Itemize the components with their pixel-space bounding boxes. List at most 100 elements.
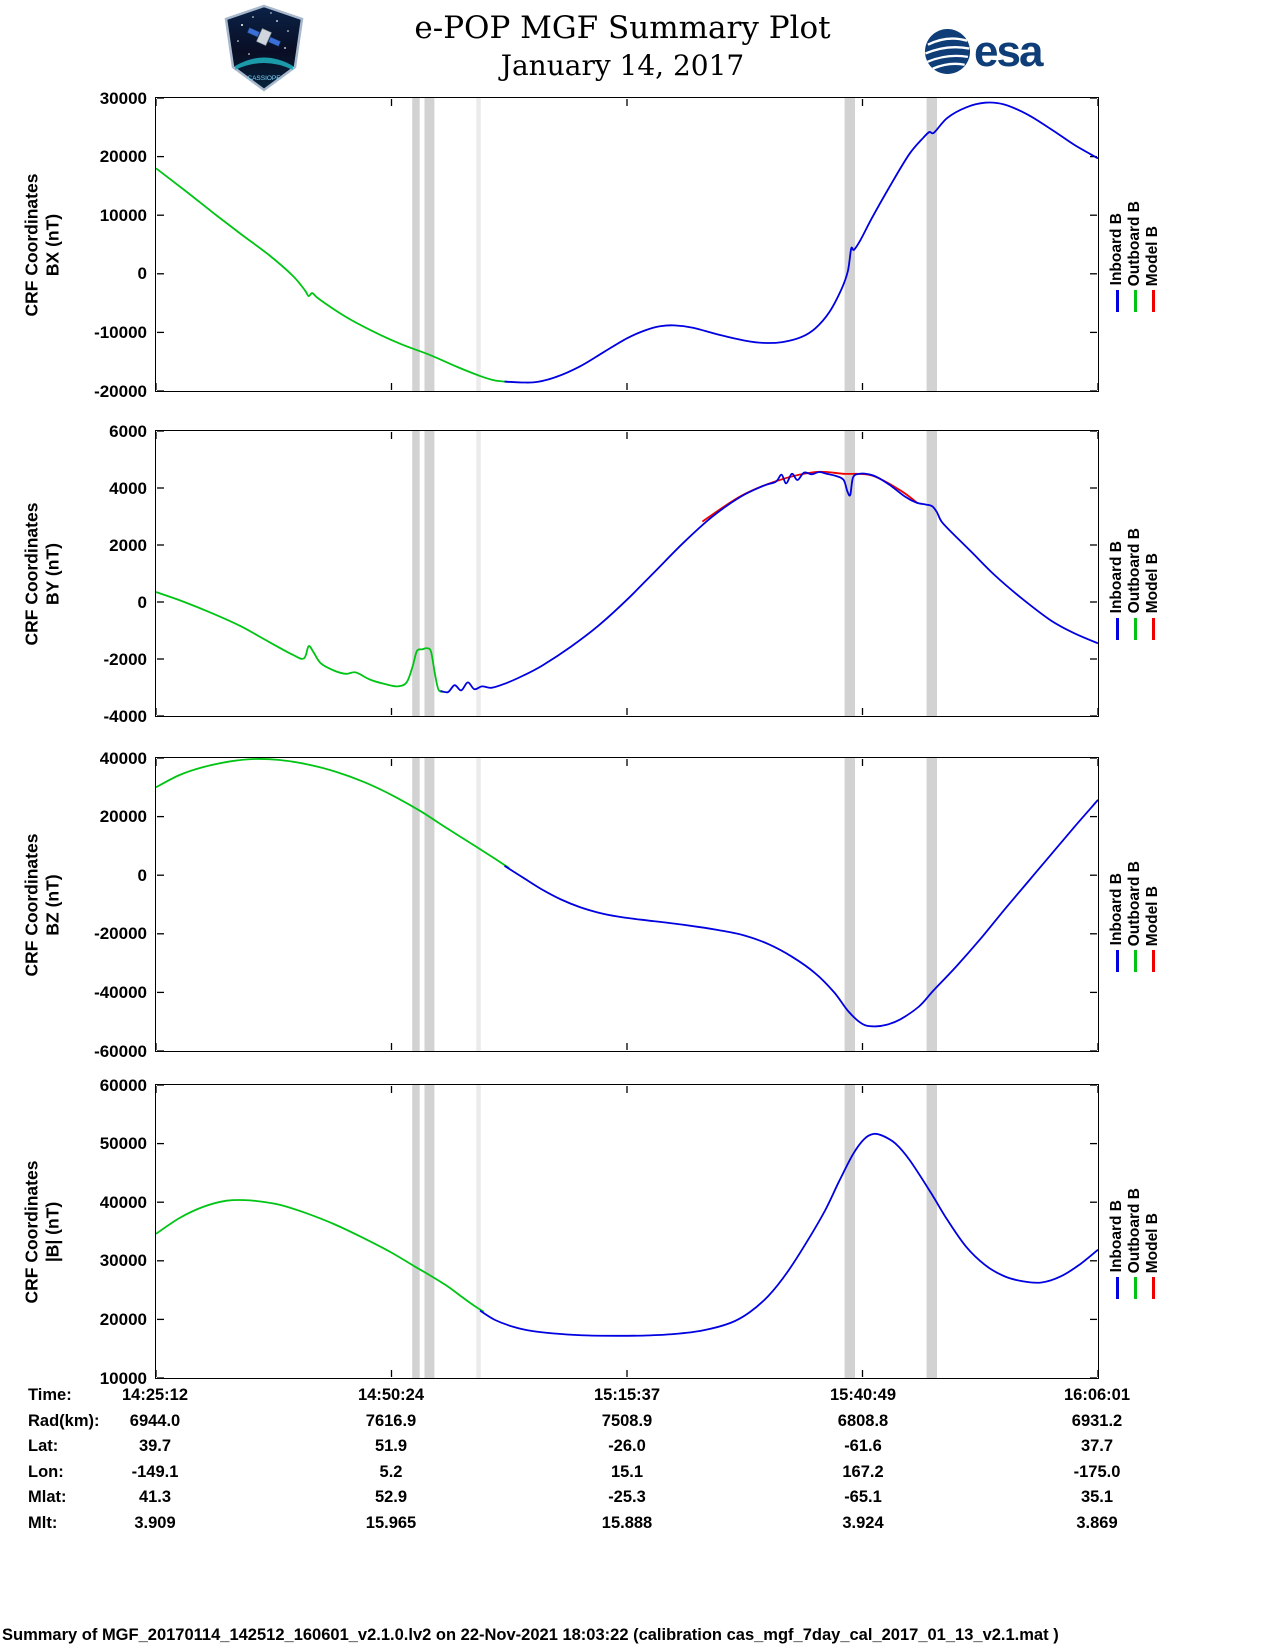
- legend-line-sample-inboard: [1115, 1277, 1119, 1300]
- shaded-band: [412, 1085, 420, 1378]
- shaded-band: [412, 431, 420, 716]
- page-title: e-POP MGF Summary Plot: [414, 10, 831, 46]
- table-row-label: Time:: [28, 1386, 72, 1404]
- table-row-label: Lon:: [28, 1462, 64, 1481]
- legend-label-model: Model B: [1144, 553, 1162, 614]
- series-inboard: [440, 471, 1098, 694]
- y-axis-ticks: 10000 20000 30000 40000 50000 60000: [52, 1076, 147, 1388]
- legend-label-outboard: Outboard B: [1126, 1187, 1144, 1273]
- table-row: Mlt: 3.909 15.965 15.888 3.924 3.869: [0, 1512, 1275, 1538]
- table-cell: 15:15:37: [593, 1386, 661, 1404]
- plot-area-bmag: [155, 1084, 1099, 1379]
- y-tick-label: 0: [137, 264, 147, 284]
- series-inboard: [479, 1132, 1098, 1337]
- y-tick-label: 0: [137, 865, 147, 885]
- series-outboard: [156, 591, 445, 693]
- legend-label-inboard: Inboard B: [1108, 1200, 1126, 1273]
- plot-area-by: [155, 430, 1099, 717]
- shaded-band: [424, 1085, 435, 1378]
- table-cell: 3.924: [842, 1513, 884, 1532]
- y-axis-ticks: -20000 -10000 0 10000 20000 30000: [52, 89, 147, 401]
- series-outboard: [156, 758, 510, 869]
- table-cell: 15.965: [365, 1513, 417, 1532]
- legend: Inboard B Outboard B Model B: [1106, 430, 1178, 717]
- y-tick-label: -20000: [94, 924, 147, 944]
- y-tick-label: 20000: [99, 147, 147, 167]
- table-cell: 6944.0: [129, 1411, 181, 1430]
- table-row: Mlat: 41.3 52.9 -25.3 -65.1 35.1: [0, 1486, 1275, 1512]
- legend-label-inboard: Inboard B: [1108, 541, 1126, 614]
- table-cell: 39.7: [138, 1437, 172, 1456]
- ephemeris-table: Time: 14:25:12 14:50:24 15:15:37 15:40:49 16:…: [0, 1384, 1275, 1538]
- panel-bz: CRF Coordinates BZ (nT) -60000 -40000 -200…: [0, 749, 1275, 1061]
- cassiope-mission-logo: CASSIOPE: [222, 4, 306, 92]
- table-cell: -65.1: [844, 1488, 882, 1507]
- esa-globe-icon: [924, 28, 971, 75]
- table-row-label: Mlat:: [28, 1488, 67, 1507]
- series-outboard: [156, 167, 510, 383]
- panel-bx: CRF Coordinates BX (nT) -20000 -10000 0 100…: [0, 89, 1275, 401]
- table-row: Rad(km): 6944.0 7616.9 7508.9 6808.8 6931.2: [0, 1410, 1275, 1436]
- legend: Inboard B Outboard B Model B: [1106, 1084, 1178, 1379]
- table-row-label: Mlt:: [28, 1513, 58, 1532]
- y-tick-label: -60000: [94, 1041, 147, 1061]
- y-tick-label: 10000: [99, 1368, 147, 1388]
- shaded-band: [424, 98, 435, 391]
- shaded-band: [424, 431, 435, 716]
- table-cell: 51.9: [374, 1437, 408, 1456]
- table-cell: 6808.8: [837, 1411, 889, 1430]
- panel-bmag: CRF Coordinates |B| (nT) 10000 20000 30000…: [0, 1076, 1275, 1388]
- panel-by: CRF Coordinates BY (nT) -4000 -2000 0 2000 4…: [0, 422, 1275, 726]
- table-cell: 16:06:01: [1063, 1386, 1131, 1404]
- title-block: e-POP MGF Summary Plot January 14, 2017: [0, 10, 1245, 82]
- legend-line-sample-outboard: [1133, 1277, 1137, 1300]
- legend-line-sample-outboard: [1133, 290, 1137, 313]
- legend-line-sample-inboard: [1115, 290, 1119, 313]
- y-axis-title-line1: CRF Coordinates: [21, 173, 41, 316]
- legend-label-inboard: Inboard B: [1108, 213, 1126, 286]
- shaded-band: [476, 758, 481, 1051]
- legend-line-sample-model: [1151, 290, 1155, 313]
- shaded-band: [926, 431, 937, 716]
- legend-label-outboard: Outboard B: [1126, 528, 1144, 614]
- series-inboard: [504, 799, 1098, 1028]
- table-cell: 7508.9: [601, 1411, 653, 1430]
- shaded-band: [844, 1085, 855, 1378]
- table-cell: -25.3: [608, 1488, 646, 1507]
- table-cell: 15.1: [610, 1462, 644, 1481]
- table-cell: 5.2: [379, 1462, 403, 1481]
- shaded-band: [476, 431, 481, 716]
- legend-line-sample-outboard: [1133, 950, 1137, 973]
- legend-line-sample-model: [1151, 950, 1155, 973]
- plot-area-bx: [155, 97, 1099, 392]
- plot-area-bz: [155, 757, 1099, 1052]
- table-cell: 7616.9: [365, 1411, 417, 1430]
- series-inboard: [504, 101, 1098, 384]
- legend-line-sample-inboard: [1115, 950, 1119, 973]
- shaded-band: [844, 98, 855, 391]
- y-axis-ticks: -4000 -2000 0 2000 4000 6000: [52, 422, 147, 726]
- legend-label-inboard: Inboard B: [1108, 873, 1126, 946]
- table-cell: 167.2: [842, 1462, 884, 1481]
- legend-label-model: Model B: [1144, 225, 1162, 286]
- y-tick-label: 50000: [99, 1134, 147, 1154]
- table-cell: 35.1: [1080, 1488, 1114, 1507]
- y-tick-label: 20000: [99, 1309, 147, 1329]
- y-tick-label: 4000: [109, 478, 147, 498]
- legend: Inboard B Outboard B Model B: [1106, 97, 1178, 392]
- table-cell: -61.6: [844, 1437, 882, 1456]
- shaded-band: [476, 1085, 481, 1378]
- table-row-label: Rad(km):: [28, 1411, 100, 1430]
- y-tick-label: 30000: [99, 88, 147, 108]
- y-tick-label: 40000: [99, 1192, 147, 1212]
- y-axis-title-line1: CRF Coordinates: [21, 833, 41, 976]
- table-cell: -149.1: [131, 1462, 179, 1481]
- y-tick-label: 60000: [99, 1075, 147, 1095]
- cassiope-logo-text: CASSIOPE: [247, 75, 281, 82]
- esa-logo: esa: [924, 28, 1043, 75]
- shaded-band: [412, 758, 420, 1051]
- satellite-icon: [247, 27, 281, 47]
- plot-date: January 14, 2017: [500, 49, 745, 82]
- y-tick-label: 20000: [99, 807, 147, 827]
- table-cell: 52.9: [374, 1488, 408, 1507]
